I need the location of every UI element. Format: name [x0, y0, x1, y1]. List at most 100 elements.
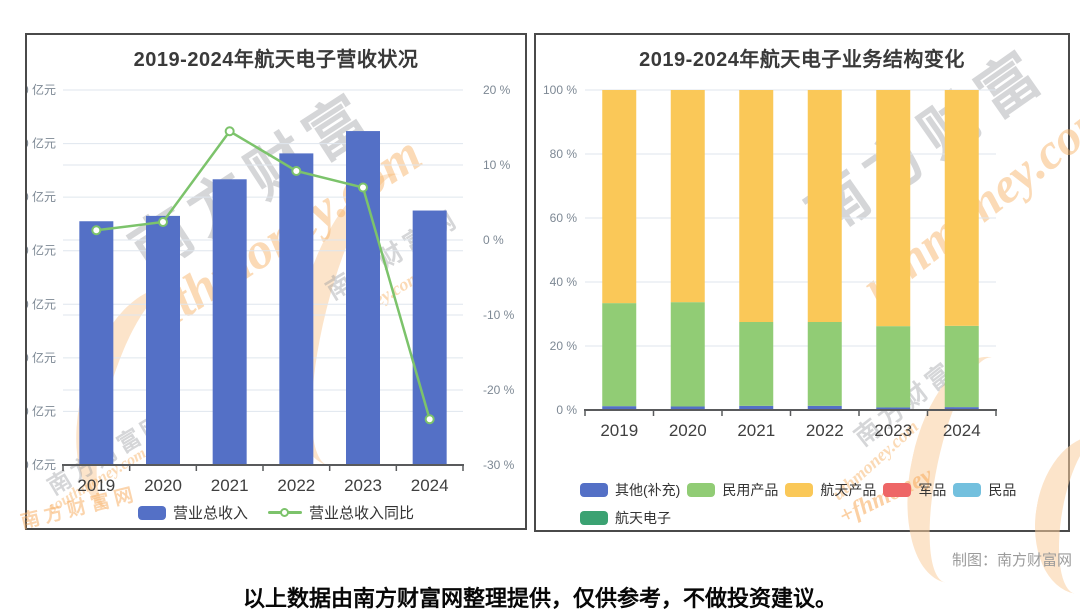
- gridlines: [585, 89, 996, 347]
- y-axis-label: 0 %: [556, 403, 577, 417]
- legend-label: 民品: [988, 482, 1017, 498]
- revenue-chart-title: 2019-2024年航天电子营收状况: [133, 49, 419, 71]
- structure-bars: [602, 90, 979, 410]
- category-label-2020: 2020: [669, 421, 707, 440]
- left-axis-label: 120 亿元: [27, 243, 56, 258]
- segment-2021-航天产品: [739, 90, 774, 322]
- revenue-bars: [79, 131, 447, 466]
- legend-item-民品: 民品: [953, 480, 1016, 500]
- category-labels: 2019 2020 2021 2022 2023 2024: [77, 476, 448, 495]
- y-axis-label: 100 %: [543, 83, 577, 97]
- yoy-point-2021: [224, 126, 235, 137]
- gridlines: [63, 89, 463, 412]
- left-axis-label: 180 亿元: [27, 136, 56, 151]
- left-axis-label: 0 亿元: [27, 457, 56, 472]
- legend-swatch: [580, 511, 608, 525]
- revenue-chart-legend: 营业总收入 营业总收入同比: [27, 502, 525, 523]
- category-labels: 2019 2020 2021 2022 2023 2024: [600, 421, 980, 440]
- right-axis-label: 10 %: [483, 158, 511, 172]
- legend-label: 其他(补充): [615, 482, 681, 498]
- category-label-2019: 2019: [77, 476, 115, 495]
- legend-swatch: [785, 483, 814, 497]
- segment-2024-民用产品: [944, 325, 979, 408]
- axis-labels: 0 % 20 % 40 % 60 % 80 % 100 %: [543, 83, 577, 417]
- right-axis-label: -10 %: [483, 308, 515, 322]
- y-axis-label: 80 %: [550, 147, 578, 161]
- legend-swatch: [580, 483, 608, 497]
- x-axis-ticks: [584, 410, 997, 416]
- right-axis-label: 0 %: [483, 233, 504, 247]
- legend-label: 航天电子: [615, 510, 671, 526]
- segment-2020-其他(补充): [670, 406, 705, 410]
- structure-chart-legend: 其他(补充) 民用产品 航天产品 军品 民品航天电子: [580, 480, 1066, 528]
- structure-chart-title: 2019-2024年航天电子业务结构变化: [639, 49, 965, 71]
- segment-2019-民用产品: [602, 303, 637, 407]
- segment-2023-航天产品: [876, 90, 911, 327]
- category-label-2023: 2023: [874, 421, 912, 440]
- yoy-point-2023: [358, 182, 368, 193]
- bar-2023: [346, 131, 380, 466]
- structure-chart-plot: 0 % 20 % 40 % 60 % 80 % 100 % 2019 2020 2021 2022…: [536, 35, 1068, 530]
- segment-2022-民用产品: [807, 322, 842, 406]
- yoy-line: [96, 129, 431, 420]
- segment-2022-其他(补充): [807, 405, 842, 410]
- bar-2022: [279, 153, 314, 465]
- revenue-chart-panel: 南方财富 uthmoney.com 南方财富网 ey.com 南方财富网 sou…: [19, 33, 527, 533]
- left-axis-label: 210 亿元: [27, 82, 56, 97]
- legend-label: 营业总收入: [172, 505, 248, 522]
- left-axis-label: 150 亿元: [27, 189, 56, 204]
- legend-item-营业总收入同比: 营业总收入同比: [268, 502, 414, 523]
- legend-swatch: [687, 483, 716, 497]
- right-axis-label: -30 %: [483, 458, 515, 472]
- legend-item-营业总收入: 营业总收入: [137, 502, 248, 523]
- segment-2024-航天产品: [944, 90, 979, 326]
- y-axis-label: 20 %: [550, 339, 578, 353]
- legend-item-军品: 军品: [883, 480, 946, 500]
- segment-2020-航天产品: [670, 90, 705, 303]
- bar-2021: [212, 179, 247, 466]
- legend-swatch: [883, 483, 912, 497]
- revenue-svg: 0 亿元 30 亿元 60 亿元 90 亿元 120 亿元 150 亿元 180 亿元 210…: [27, 82, 515, 495]
- footer-disclaimer: 以上数据由南方财富网整理提供，仅供参考，不做投资建议。: [242, 586, 837, 611]
- legend-label: 营业总收入同比: [309, 505, 415, 522]
- legend-item-航天产品: 航天产品: [785, 480, 876, 500]
- segment-2021-其他(补充): [739, 405, 774, 410]
- category-label-2024: 2024: [943, 421, 981, 440]
- axis-labels: 0 亿元 30 亿元 60 亿元 90 亿元 120 亿元 150 亿元 180 亿元 210…: [27, 82, 515, 472]
- bar-2024: [412, 210, 447, 465]
- yoy-point-2022: [291, 166, 302, 176]
- segment-2023-民用产品: [876, 326, 911, 408]
- yoy-point-2020: [158, 217, 168, 227]
- y-axis-label: 60 %: [550, 211, 578, 225]
- y-axis-label: 40 %: [550, 275, 578, 289]
- legend-item-民用产品: 民用产品: [687, 480, 778, 500]
- category-label-2022: 2022: [277, 476, 315, 495]
- category-label-2021: 2021: [211, 476, 249, 495]
- revenue-chart-plot: 0 亿元 30 亿元 60 亿元 90 亿元 120 亿元 150 亿元 180 亿元 210…: [27, 35, 525, 528]
- structure-chart-panel: 南方财富 uthmoney.com 南方财富网 uthmoney.com +fh…: [534, 33, 1080, 603]
- legend-label: 民用产品: [722, 482, 779, 498]
- segment-2019-其他(补充): [602, 406, 637, 410]
- x-axis-ticks: [62, 465, 464, 471]
- category-label-2022: 2022: [806, 421, 844, 440]
- structure-svg: 0 % 20 % 40 % 60 % 80 % 100 % 2019 2020 2021 2022…: [543, 83, 997, 440]
- category-label-2021: 2021: [737, 421, 775, 440]
- category-label-2023: 2023: [344, 476, 382, 495]
- category-label-2019: 2019: [600, 421, 638, 440]
- left-axis-label: 30 亿元: [27, 403, 56, 418]
- bar-2019: [79, 221, 114, 465]
- legend-swatch: [137, 505, 166, 520]
- legend-swatch: [953, 483, 982, 497]
- yoy-point-2024: [424, 414, 435, 425]
- yoy-point-2019: [91, 225, 102, 236]
- segment-2020-民用产品: [670, 302, 705, 407]
- segment-2024-其他(补充): [944, 407, 979, 410]
- segment-2019-航天产品: [602, 90, 637, 304]
- right-axis-label: 20 %: [483, 83, 511, 97]
- category-label-2024: 2024: [411, 476, 449, 495]
- legend-label: 航天产品: [820, 482, 877, 498]
- legend-label: 军品: [918, 482, 947, 498]
- segment-2021-民用产品: [739, 322, 774, 406]
- right-axis-label: -20 %: [483, 383, 515, 397]
